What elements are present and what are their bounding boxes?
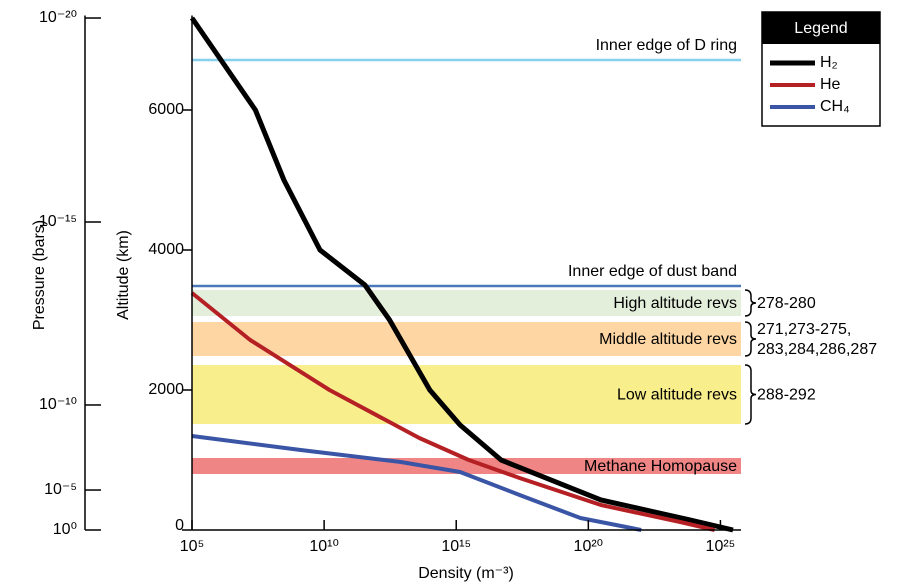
legend: Legend H₂ He CH₄ [761,11,881,127]
y-axis-label: Altitude (km) [115,230,132,320]
band [192,322,741,356]
pressure-tick-label: 10⁰ [53,521,77,538]
x-tick-label: 10²⁵ [706,538,736,555]
series-line [191,434,642,532]
legend-header [762,12,880,44]
y-tick-label: 2000 [148,381,184,398]
axes: 0 2000 4000 6000 10⁵ 10¹⁰ 10¹⁵ 10²⁰ 10²⁵ 10⁻²⁰ 10⁻… [39,9,741,555]
x-axis-label: Density (m⁻³) [418,565,514,582]
brace [744,289,757,317]
legend-label: He [820,76,841,93]
x-tick-label: 10⁵ [180,538,204,555]
revs-label: 278-280 [757,295,816,312]
revs-label: 283,284,286,287 [757,341,877,358]
band-label: High altitude revs [613,295,737,312]
band [192,289,741,317]
band-label: Middle altitude revs [599,331,737,348]
reference-label: Inner edge of dust band [568,263,737,280]
band [192,457,741,474]
pressure-tick-label: 10⁻¹⁰ [39,396,77,413]
revs-label: 288-292 [757,387,816,404]
x-tick-label: 10²⁰ [574,538,604,555]
brace [744,321,757,357]
band [192,365,741,425]
pressure-tick-label: 10⁻²⁰ [39,9,77,26]
series-line [190,291,716,532]
pressure-axis-label: Pressure (bars) [31,220,48,330]
legend-label: CH₄ [820,98,850,115]
y-tick-label: 0 [175,517,184,534]
x-tick-label: 10¹⁵ [441,538,471,555]
band-label: Low altitude revs [617,387,737,404]
x-tick-label: 10¹⁰ [309,538,339,555]
series-line [189,16,734,533]
band-label: Methane Homopause [584,458,737,475]
reference-label: Inner edge of D ring [596,37,737,54]
y-tick-label: 6000 [148,101,184,118]
revs-label: 271,273-275, [757,321,851,338]
brace [744,364,757,425]
bands: High altitude revs 278-280 Middle altitude… [192,37,877,475]
legend-label: H₂ [820,54,838,71]
series-lines [189,16,734,533]
pressure-tick-label: 10⁻¹⁵ [39,213,77,230]
y-tick-label: 4000 [148,241,184,258]
pressure-tick-label: 10⁻⁵ [44,481,77,498]
legend-title: Legend [794,20,847,37]
